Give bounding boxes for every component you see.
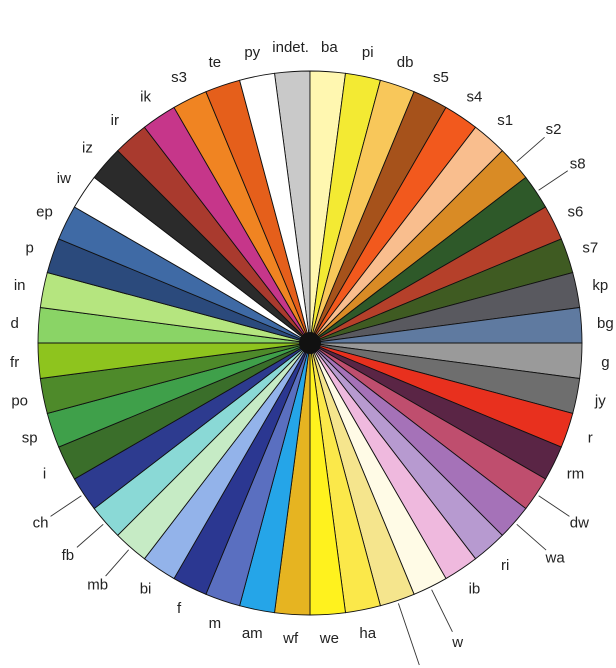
leader-line-fb xyxy=(76,523,104,548)
segment-label-w: w xyxy=(451,634,463,651)
segment-label-ik: ik xyxy=(140,88,151,105)
segment-label-py: py xyxy=(244,44,260,61)
segment-label-iz: iz xyxy=(82,139,93,156)
segment-label-ba: ba xyxy=(321,39,338,56)
segment-label-we: we xyxy=(319,630,339,647)
leader-line-dw xyxy=(538,495,570,517)
wheel-segment-py xyxy=(239,72,311,344)
segment-label-rm: rm xyxy=(567,465,585,482)
segment-label-r: r xyxy=(588,430,593,447)
segment-label-ri: ri xyxy=(501,557,509,574)
segment-label-i: i xyxy=(43,465,46,482)
segment-label-f: f xyxy=(177,600,182,617)
segment-label-dw: dw xyxy=(570,515,589,532)
segment-label-fb: fb xyxy=(62,547,75,564)
segment-label-jy: jy xyxy=(594,392,606,409)
segment-label-am: am xyxy=(242,625,263,642)
leader-line-wa xyxy=(516,523,547,551)
segment-label-po: po xyxy=(11,392,28,409)
segment-label-ib: ib xyxy=(469,581,481,598)
leader-line-wm xyxy=(397,603,420,666)
segment-label-g: g xyxy=(601,354,609,371)
segment-label-ha: ha xyxy=(359,625,376,642)
label-leaders xyxy=(50,136,570,666)
segment-label-kp: kp xyxy=(592,277,608,294)
segment-label-s8: s8 xyxy=(570,156,586,173)
leader-line-ch xyxy=(50,495,82,517)
segment-label-d: d xyxy=(10,315,18,332)
segment-label-s6: s6 xyxy=(568,204,584,221)
segment-label-ep: ep xyxy=(36,204,53,221)
wheel-segments xyxy=(37,70,583,616)
segment-label-fr: fr xyxy=(10,354,19,371)
segment-label-ir: ir xyxy=(111,112,119,129)
wheel-hub xyxy=(299,332,321,354)
leader-line-w xyxy=(431,589,453,632)
segment-label-te: te xyxy=(209,54,222,71)
segment-label-wa: wa xyxy=(545,549,566,566)
segment-label-m: m xyxy=(209,615,222,632)
leader-line-mb xyxy=(105,549,130,577)
segment-label-ch: ch xyxy=(33,515,49,532)
segment-label-wf: wf xyxy=(282,630,299,647)
segment-label-s3: s3 xyxy=(171,69,187,86)
segment-label-s5: s5 xyxy=(433,69,449,86)
segment-label-s1: s1 xyxy=(497,112,513,129)
segment-label-mb: mb xyxy=(87,577,108,594)
segment-label-sp: sp xyxy=(22,430,38,447)
segment-label-indet: indet. xyxy=(272,39,309,56)
segment-label-iw: iw xyxy=(57,170,71,187)
segment-label-bi: bi xyxy=(140,581,152,598)
segment-label-pi: pi xyxy=(362,44,374,61)
segment-label-bg: bg xyxy=(597,315,614,332)
leader-line-s2 xyxy=(516,136,545,163)
segment-label-s4: s4 xyxy=(467,88,483,105)
segment-label-s2: s2 xyxy=(546,121,562,138)
segment-label-db: db xyxy=(397,54,414,71)
segment-label-s7: s7 xyxy=(582,239,598,256)
leader-line-s8 xyxy=(538,170,569,191)
segment-label-in: in xyxy=(14,277,26,294)
segment-label-p: p xyxy=(26,239,34,256)
